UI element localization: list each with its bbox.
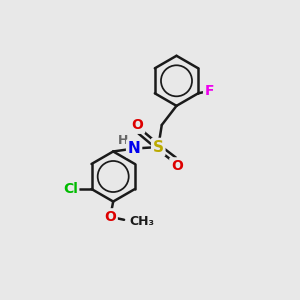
Text: N: N (128, 141, 140, 156)
Text: F: F (205, 84, 214, 98)
Text: Cl: Cl (63, 182, 78, 196)
Text: O: O (132, 118, 144, 132)
Text: H: H (118, 134, 128, 147)
Text: S: S (153, 140, 164, 154)
Text: CH₃: CH₃ (129, 215, 154, 228)
Text: O: O (104, 210, 116, 224)
Text: O: O (171, 159, 183, 173)
